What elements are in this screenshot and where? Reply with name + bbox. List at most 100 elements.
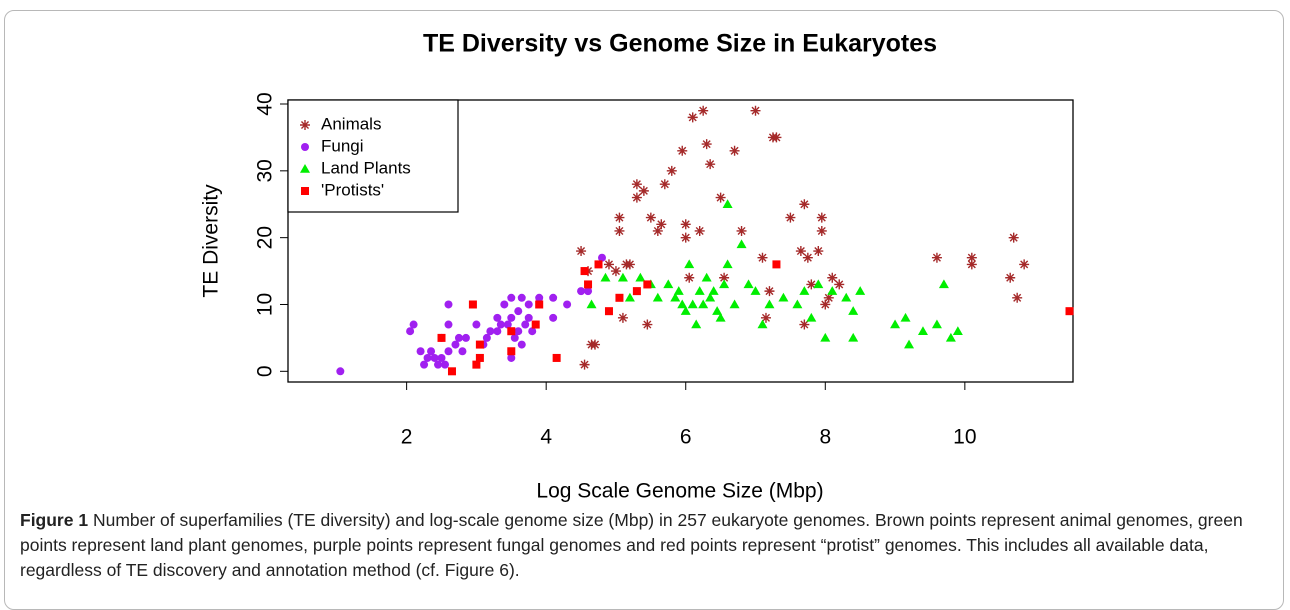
point [764,286,775,297]
point [524,313,533,322]
point [687,299,698,309]
point [507,293,516,302]
point [507,313,516,322]
point [531,320,540,329]
point [677,145,688,156]
point [1005,272,1016,283]
point [799,319,810,330]
point [719,272,730,283]
point [750,286,761,295]
point [834,279,845,290]
point [437,353,446,362]
legend-label: Land Plants [321,158,411,177]
point [708,286,719,295]
point [524,300,533,309]
point [666,165,677,176]
point [642,319,653,330]
point [701,272,712,282]
point [486,327,495,336]
point [652,292,663,302]
chart-title: TE Diversity vs Genome Size in Eukaryote… [423,30,937,58]
point [472,320,481,329]
point [848,306,859,315]
point [806,279,817,290]
point [816,212,827,223]
point [409,320,418,329]
point [624,259,635,270]
point [722,259,733,269]
point [430,353,439,362]
point [1008,232,1019,243]
point [652,225,663,236]
point [427,347,436,356]
point [514,327,523,336]
point [904,339,915,349]
point [1019,259,1030,270]
point [729,299,740,309]
point [698,299,709,309]
point [577,287,586,296]
caption: Figure 1 Number of superfamilies (TE div… [20,508,1265,583]
caption-text: Number of superfamilies (TE diversity) a… [20,510,1243,580]
chart: TE Diversity vs Genome Size in Eukaryote… [200,30,1074,503]
point [680,306,691,315]
point [500,300,509,309]
point [510,333,519,342]
point [617,312,628,323]
point [528,327,537,336]
point [757,319,768,329]
legend-box [287,99,459,213]
point [444,320,453,329]
point [673,286,684,295]
legend-marker [301,187,309,195]
legend-label: Fungi [321,136,364,155]
point [757,252,768,263]
point [677,299,688,309]
point [855,286,866,295]
x-tick-label: 2 [401,426,413,449]
point [600,272,611,282]
point [631,192,642,203]
point [750,105,761,116]
point [900,312,911,322]
y-tick-label: 20 [254,226,277,249]
point [604,307,613,316]
point [813,279,824,289]
x-tick-label: 8 [819,426,831,449]
point [729,145,740,156]
point [517,340,526,349]
point [406,327,415,336]
point [437,333,446,342]
point [931,252,942,263]
point [458,347,467,356]
point [687,112,698,123]
point [823,292,834,303]
point [701,139,712,150]
legend-marker [300,120,310,130]
point [610,266,621,277]
point [1065,307,1074,316]
point [493,327,502,336]
point [680,219,691,230]
point [890,319,901,329]
point [617,272,628,282]
point [736,225,747,236]
point [336,367,345,376]
point [507,327,516,336]
point [441,360,449,369]
point [917,326,928,335]
point [698,105,709,116]
point [475,340,484,349]
point [680,232,691,243]
point [563,300,572,309]
point [416,347,425,356]
x-axis-label: Log Scale Genome Size (Mbp) [536,480,823,503]
point [1012,292,1023,303]
point [598,253,606,262]
point [454,333,463,342]
point [447,367,456,376]
point [966,252,977,263]
point [635,272,646,282]
point [444,347,453,356]
point [584,280,593,289]
